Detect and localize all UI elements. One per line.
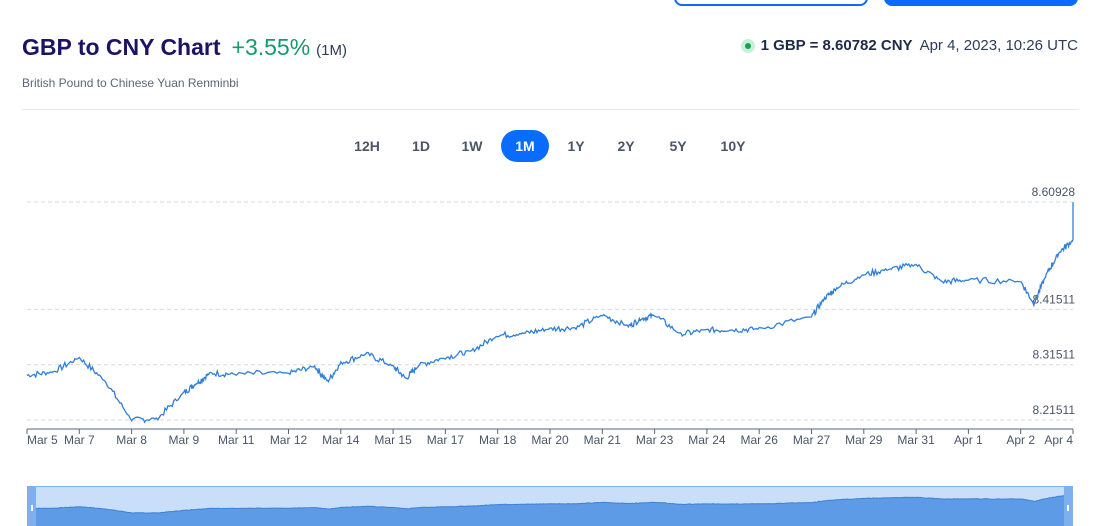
tab-10y[interactable]: 10Y: [720, 138, 746, 154]
x-tick-label: Apr 1: [954, 433, 983, 447]
change-period: (1M): [316, 42, 347, 59]
navigator-area: [28, 494, 1072, 526]
x-tick-label: Mar 27: [793, 433, 831, 447]
series-line-gbp-cny: [26, 202, 1074, 424]
tab-5y[interactable]: 5Y: [669, 138, 687, 154]
navigator-right-handle[interactable]: [1064, 487, 1072, 526]
range-navigator[interactable]: [27, 486, 1073, 526]
x-tick-label: Mar 15: [374, 433, 412, 447]
tab-1y[interactable]: 1Y: [567, 138, 585, 154]
navigator-mini-chart: [28, 494, 1072, 526]
x-tick-label: Apr 4: [1044, 433, 1073, 447]
change-percent: +3.55%: [231, 34, 311, 60]
x-tick-label: Mar 23: [636, 433, 674, 447]
x-tick-label: Mar 8: [116, 433, 147, 447]
page-subtitle: British Pound to Chinese Yuan Renminbi: [22, 76, 239, 90]
y-tick-label: 8.41511: [1033, 292, 1076, 306]
x-tick-label: Mar 26: [741, 433, 779, 447]
tab-2y[interactable]: 2Y: [617, 138, 635, 154]
y-tick-label: 8.21511: [1033, 403, 1076, 417]
x-tick-label: Mar 5: [27, 433, 58, 447]
navigator-left-handle[interactable]: [28, 487, 36, 526]
price-chart: 8.60928 8.41511 8.31511 8.21511 Mar 5 Mar 7 M…: [26, 185, 1076, 447]
tab-1m[interactable]: 1M: [501, 130, 549, 162]
x-tick-label: Mar 20: [531, 433, 569, 447]
x-tick-label: Mar 7: [64, 433, 95, 447]
x-tick-label: Mar 29: [845, 433, 883, 447]
live-indicator-icon: [740, 38, 755, 53]
secondary-top-button[interactable]: [674, 0, 868, 6]
x-tick-label: Apr 2: [1006, 433, 1035, 447]
tab-12h[interactable]: 12H: [354, 138, 380, 154]
y-tick-label: 8.60928: [1032, 185, 1076, 199]
x-tick-label: Mar 12: [270, 433, 308, 447]
current-rate: 1 GBP = 8.60782 CNY: [760, 37, 913, 54]
period-tabs: 12H 1D 1W 1M 1Y 2Y 5Y 10Y: [0, 130, 1093, 162]
x-tick-label: Mar 24: [688, 433, 726, 447]
x-tick-label: Mar 11: [218, 433, 255, 447]
title-row: GBP to CNY Chart +3.55% (1M): [22, 34, 347, 61]
rate-timestamp: Apr 4, 2023, 10:26 UTC: [919, 37, 1078, 54]
tab-1w[interactable]: 1W: [461, 138, 483, 154]
x-tick-label: Mar 9: [169, 433, 200, 447]
x-tick-label: Mar 18: [479, 433, 517, 447]
x-tick-label: Mar 17: [427, 433, 465, 447]
x-tick-label: Mar 21: [584, 433, 622, 447]
x-tick-label: Mar 14: [322, 433, 360, 447]
y-tick-label: 8.31511: [1033, 348, 1076, 362]
tab-1d[interactable]: 1D: [412, 138, 430, 154]
primary-top-button[interactable]: [884, 0, 1078, 6]
header-divider: [22, 109, 1078, 110]
x-tick-label: Mar 31: [897, 433, 935, 447]
live-rate: 1 GBP = 8.60782 CNY Apr 4, 2023, 10:26 U…: [740, 37, 1078, 54]
page-title: GBP to CNY Chart: [22, 34, 221, 60]
